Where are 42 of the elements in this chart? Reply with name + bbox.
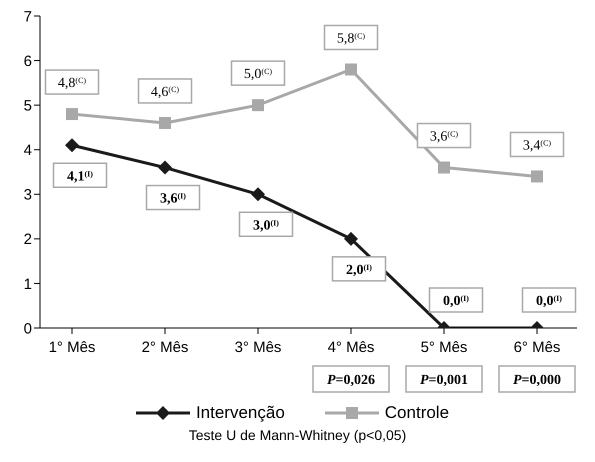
data-label: 3,6$^{(I)}$ xyxy=(160,191,186,207)
legend-label: Intervenção xyxy=(194,403,285,423)
data-label: 4,6$^{(C)}$ xyxy=(150,84,180,100)
text: Teste U de Mann-Whitney (p<0,05) xyxy=(188,427,408,443)
data-label: 3,6$^{(C)}$ xyxy=(430,129,458,145)
y-tick-label: 7 xyxy=(24,8,32,26)
point xyxy=(65,138,79,152)
x-tick-label: 1° Mês xyxy=(48,339,96,356)
text: P=0,001 xyxy=(420,373,468,388)
y-tick-label: 4 xyxy=(24,142,32,160)
point xyxy=(158,160,172,175)
data-label: 5,0$^{(C)}$ xyxy=(244,66,272,82)
x-tick-label: 6° Mês xyxy=(514,339,560,356)
text: P=0,000 xyxy=(512,373,562,388)
x-tick-label: 2° Mês xyxy=(142,339,188,356)
data-label: 4,8$^{(C)}$ xyxy=(58,76,86,92)
y-tick-label: 1 xyxy=(24,276,32,293)
x-tick-label: 4° Mês xyxy=(328,339,374,356)
point xyxy=(159,116,171,129)
data-label: 4,1$^{(I)}$ xyxy=(67,168,94,184)
y-tick-label: 5 xyxy=(24,97,32,114)
legend-label: Controle xyxy=(384,403,450,423)
y-tick-label: 2 xyxy=(24,231,32,248)
point xyxy=(345,63,357,76)
point xyxy=(438,162,450,174)
y-tick-label: 3 xyxy=(24,186,32,204)
point xyxy=(252,99,264,112)
y-tick-label: 6 xyxy=(24,52,32,70)
data-label: 2,0$^{(I)}$ xyxy=(346,262,372,278)
point xyxy=(66,108,78,120)
data-label: 3,4$^{(C)}$ xyxy=(522,138,552,154)
x-tick-label: 5° Mês xyxy=(420,339,468,356)
data-label: 3,0$^{(I)}$ xyxy=(253,218,280,234)
point xyxy=(531,170,543,182)
data-label: 5,8$^{(C)}$ xyxy=(336,30,366,46)
data-label: 0,0$^{(I)}$ xyxy=(536,294,562,309)
y-tick-label: 0 xyxy=(24,320,32,338)
point xyxy=(251,187,265,202)
point xyxy=(344,232,358,246)
text: P=0,026 xyxy=(326,373,376,388)
data-label: 0,0$^{(I)}$ xyxy=(443,294,470,309)
x-tick-label: 3° Mês xyxy=(234,339,282,356)
